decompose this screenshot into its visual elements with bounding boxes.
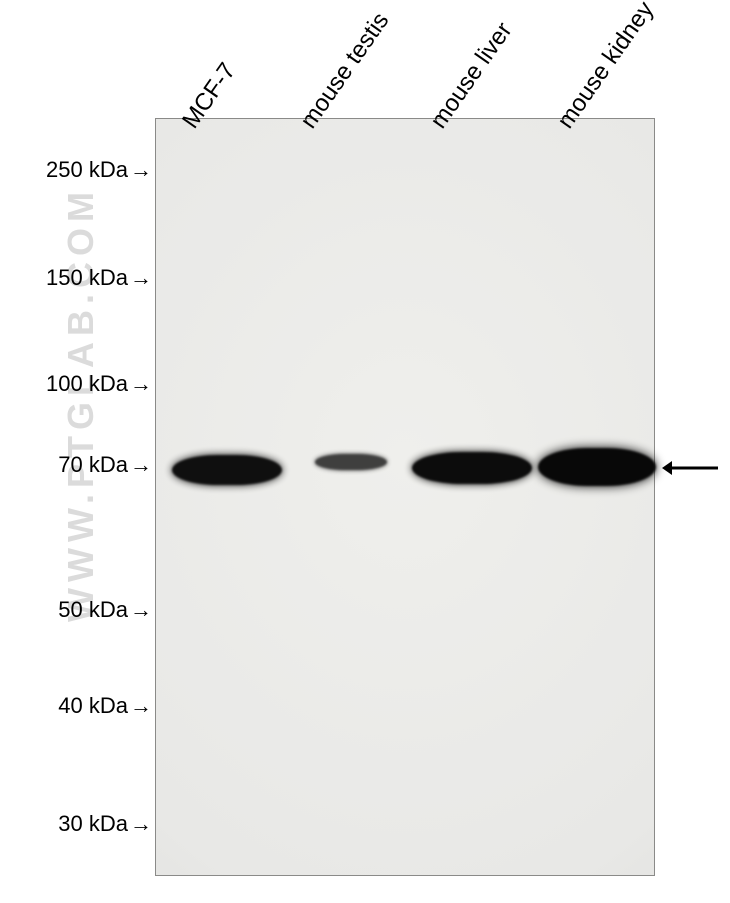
protein-band (172, 455, 282, 485)
mw-marker-label: 70 kDa (58, 452, 128, 478)
mw-marker-label: 250 kDa (46, 157, 128, 183)
arrow-right-icon: → (130, 452, 152, 478)
mw-marker: 30 kDa→ (0, 813, 152, 835)
mw-marker: 70 kDa→ (0, 454, 152, 476)
arrow-right-icon: → (130, 811, 152, 837)
mw-marker-label: 40 kDa (58, 693, 128, 719)
arrow-right-icon: → (130, 157, 152, 183)
mw-marker: 50 kDa→ (0, 599, 152, 621)
protein-band (412, 452, 532, 484)
watermark-text: WWW.PTGLAB.COM (60, 186, 102, 622)
arrow-left-icon (660, 456, 722, 480)
mw-marker-label: 30 kDa (58, 811, 128, 837)
mw-marker: 150 kDa→ (0, 267, 152, 289)
protein-band (538, 448, 656, 486)
lane-label: mouse kidney (552, 0, 660, 134)
membrane (155, 118, 655, 876)
lane-label: mouse liver (425, 17, 518, 134)
mw-marker: 40 kDa→ (0, 695, 152, 717)
protein-band (315, 454, 387, 470)
arrow-right-icon: → (130, 693, 152, 719)
mw-marker-label: 50 kDa (58, 597, 128, 623)
blot-figure: WWW.PTGLAB.COM MCF-7mouse testismouse li… (0, 0, 730, 903)
mw-marker-label: 150 kDa (46, 265, 128, 291)
arrow-right-icon: → (130, 265, 152, 291)
band-indicator-arrow (660, 456, 722, 480)
lane-label: mouse testis (295, 8, 395, 134)
mw-marker-label: 100 kDa (46, 371, 128, 397)
arrow-right-icon: → (130, 597, 152, 623)
arrow-right-icon: → (130, 371, 152, 397)
mw-marker: 250 kDa→ (0, 159, 152, 181)
mw-marker: 100 kDa→ (0, 373, 152, 395)
